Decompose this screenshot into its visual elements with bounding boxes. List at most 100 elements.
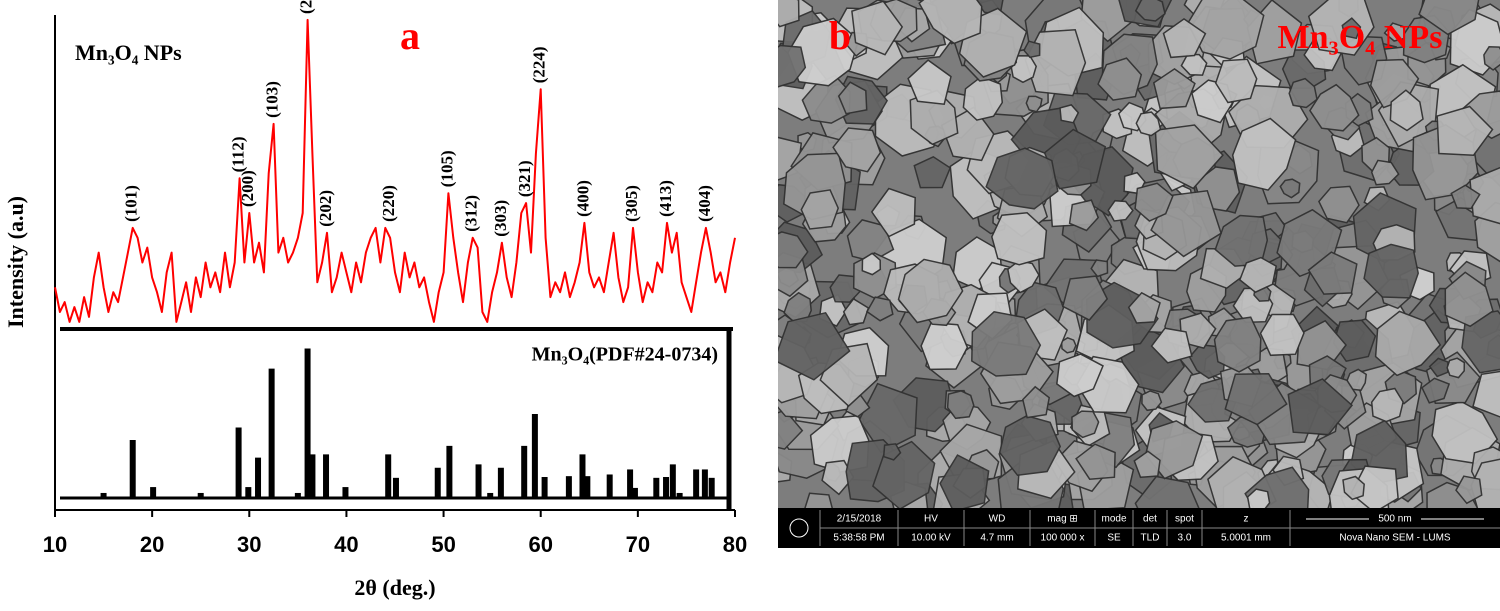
grain: [1025, 95, 1043, 113]
grain: [1246, 488, 1271, 508]
grain: [1309, 83, 1360, 132]
grain: [837, 81, 868, 115]
grain: [1068, 199, 1100, 232]
grain: [1436, 105, 1494, 156]
info-bottom: 4.7 mm: [980, 533, 1013, 544]
info-top: mode: [1101, 514, 1126, 525]
grain: [800, 189, 840, 230]
peak-label: (112): [228, 136, 247, 172]
peak-label: (103): [262, 81, 281, 118]
grain: [1213, 316, 1262, 373]
grain: [918, 0, 983, 45]
grain: [991, 212, 1048, 266]
info-top: 500 nm: [1378, 514, 1411, 525]
grain: [1075, 443, 1116, 480]
grain: [1071, 410, 1100, 439]
grain: [882, 443, 902, 461]
x-tick-label: 70: [626, 532, 650, 557]
grain: [1097, 57, 1143, 101]
grain: [1350, 465, 1399, 508]
grain: [998, 414, 1062, 476]
grain: [1472, 370, 1500, 418]
grain: [870, 187, 916, 238]
grain: [1162, 17, 1207, 59]
info-bottom: 3.0: [1178, 533, 1192, 544]
info-top: HV: [924, 514, 938, 525]
peak-label: (400): [573, 180, 592, 217]
grain: [1370, 159, 1400, 186]
x-tick-label: 80: [723, 532, 747, 557]
grain: [1259, 313, 1305, 357]
info-top: 2/15/2018: [837, 514, 882, 525]
info-bottom: 100 000 x: [1041, 533, 1085, 544]
grain: [1307, 0, 1375, 56]
grain: [778, 311, 851, 381]
info-bottom: 10.00 kV: [911, 533, 951, 544]
info-top: spot: [1175, 514, 1194, 525]
x-tick-label: 30: [237, 532, 261, 557]
grain: [1483, 46, 1500, 71]
grain: [1318, 185, 1360, 224]
x-tick-label: 60: [528, 532, 552, 557]
grain: [1043, 128, 1107, 190]
grain: [778, 44, 807, 88]
grain: [1134, 182, 1174, 222]
grain: [1056, 353, 1104, 398]
grain: [866, 296, 894, 322]
grain: [1214, 214, 1269, 267]
grain: [1090, 259, 1109, 278]
grain: [1287, 378, 1354, 436]
sem-panel: b Mn₃O₄ NPs 2/15/2018 5:38:58 PM HV 10.00 k…: [778, 0, 1500, 548]
info-bottom: TLD: [1141, 533, 1160, 544]
grain: [939, 454, 990, 508]
grain: [985, 147, 1059, 210]
grain: [1389, 89, 1424, 132]
grain: [1231, 117, 1297, 191]
grain: [1238, 256, 1278, 294]
grain: [778, 409, 804, 450]
grain: [1127, 291, 1161, 324]
grain: [1307, 251, 1358, 295]
grain: [861, 252, 882, 276]
grain: [821, 459, 855, 496]
grain: [778, 231, 809, 269]
x-tick-label: 10: [43, 532, 67, 557]
grain: [1279, 178, 1301, 199]
grain: [1134, 0, 1166, 22]
grain: [1135, 111, 1162, 137]
x-axis-label: 2θ (deg.): [354, 575, 435, 600]
grain: [897, 258, 964, 324]
info-top: z: [1244, 514, 1249, 525]
info-top: WD: [989, 514, 1006, 525]
grain: [946, 390, 975, 420]
grain: [1421, 377, 1451, 404]
grain: [846, 219, 895, 263]
y-axis-label: Intensity (a.u): [3, 196, 28, 328]
grain: [913, 155, 952, 189]
info-bar: 2/15/2018 5:38:58 PM HV 10.00 kV WD 4.7 mm mag…: [778, 508, 1500, 548]
peak-label: (312): [462, 195, 481, 232]
grain: [1152, 67, 1196, 110]
grain: [1370, 387, 1404, 423]
grain: [801, 74, 851, 124]
x-tick-label: 20: [140, 532, 164, 557]
grain: [971, 310, 1042, 377]
info-bottom: SE: [1107, 533, 1121, 544]
xrd-line: [54, 18, 736, 323]
grain: [1418, 0, 1480, 36]
grain: [832, 127, 882, 173]
grain: [851, 0, 904, 56]
info-bottom: Nova Nano SEM - LUMS: [1339, 533, 1450, 544]
image-title: Mn₃O₄ NPs: [1278, 19, 1443, 56]
grain: [1450, 184, 1481, 210]
grain: [1150, 327, 1193, 364]
grain: [1444, 271, 1494, 328]
info-top: mag ⊞: [1047, 514, 1078, 525]
grain: [1023, 40, 1041, 59]
info-bottom: 5:38:58 PM: [833, 533, 884, 544]
grain: [804, 492, 833, 508]
info-icon: [789, 518, 809, 538]
xrd-panel: a Mn₃O₄ NPs Mn₃O₄(PDF#24-0734) Intensity…: [3, 0, 747, 600]
grain: [842, 297, 870, 326]
